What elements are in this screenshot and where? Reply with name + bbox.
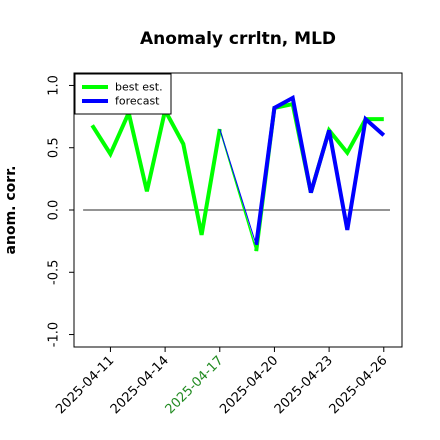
chart-title: Anomaly crrltn, MLD: [140, 29, 336, 49]
series-layer: [90, 94, 386, 252]
best-est-series-line-segment-0: [90, 104, 222, 236]
legend-entry-label: forecast: [115, 95, 160, 108]
axes-layer: 1.00.50.0-0.5-1.02025-04-112025-04-14202…: [47, 75, 391, 417]
forecast-series-line-segment-1: [254, 94, 386, 246]
legend: best est.forecast: [74, 73, 172, 115]
y-axis-label: anom. corr.: [3, 166, 19, 255]
y-tick-label: -1.0: [47, 322, 62, 347]
legend-entry-label: best est.: [115, 81, 163, 94]
x-tick-label: 2025-04-26: [327, 353, 391, 417]
y-tick-label: 1.0: [47, 75, 62, 96]
y-tick-label: -0.5: [47, 260, 62, 285]
legend-box: [74, 73, 172, 115]
y-tick-label: 0.5: [47, 137, 62, 158]
forecast-gap-bridge: [219, 128, 257, 246]
y-tick-label: 0.0: [47, 200, 62, 221]
